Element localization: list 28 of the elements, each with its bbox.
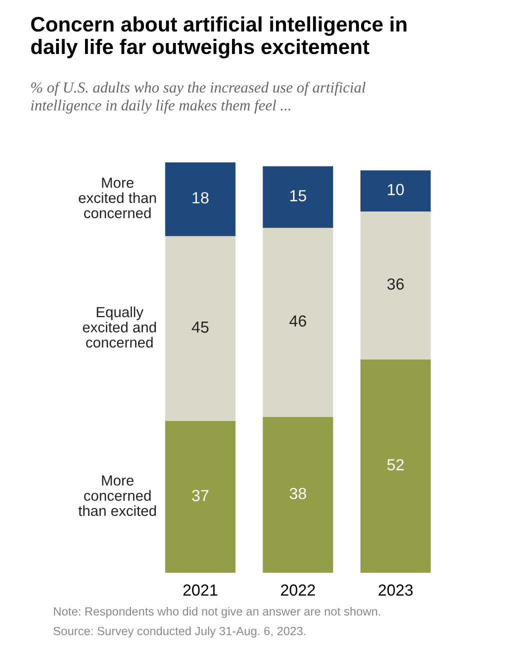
- chart-subtitle: % of U.S. adults who say the increased use of artificial intelligence in daily life makes them feel ...: [31, 82, 366, 114]
- bar: [262, 416, 334, 573]
- bar: [262, 228, 334, 417]
- bar: [165, 420, 236, 573]
- data-label: 37: [192, 490, 208, 502]
- chart-title: Concern about artificial intelligence in daily life far outweighs excitement: [31, 16, 406, 58]
- bar: [262, 166, 334, 228]
- data-label: 45: [192, 322, 209, 333]
- data-label: 18: [192, 192, 209, 204]
- series-label: More excited than concerned: [78, 178, 156, 218]
- series-label: Equally excited and concerned: [82, 306, 156, 348]
- data-label: 15: [290, 190, 306, 202]
- x-tick-label: 2021: [183, 584, 218, 596]
- x-tick-label: 2023: [378, 584, 413, 596]
- data-label: 36: [387, 278, 404, 290]
- bar: [360, 170, 431, 212]
- data-label: 38: [290, 488, 306, 500]
- bar: [165, 162, 236, 236]
- data-label: 10: [388, 184, 404, 196]
- text: Note: Respondents who did not give an answer are not shown.: [54, 606, 380, 618]
- source-note: Source: Survey conducted July 31-Aug. 6, 2023.: [54, 626, 306, 638]
- bar: [165, 236, 236, 421]
- series-label: More concerned than excited: [78, 475, 156, 516]
- data-label: 52: [387, 459, 404, 470]
- x-tick-label: 2022: [280, 584, 315, 596]
- bar: [360, 211, 431, 360]
- data-label: 46: [289, 315, 306, 327]
- bar: [360, 359, 431, 573]
